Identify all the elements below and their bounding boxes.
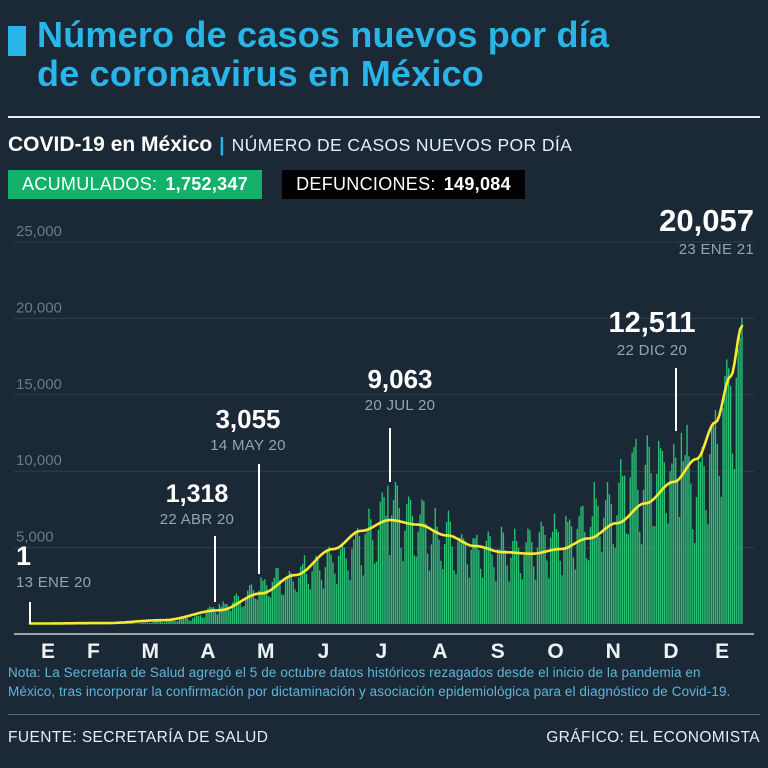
footer-credit: GRÁFICO: EL ECONOMISTA xyxy=(546,729,760,746)
subtitle-separator: | xyxy=(219,135,225,156)
badge-accumulated: ACUMULADOS: 1,752,347 xyxy=(8,170,263,199)
month-label: M xyxy=(141,640,159,662)
note-text: Nota: La Secretaría de Salud agregó el 5… xyxy=(8,665,731,700)
footer-source: FUENTE: SECRETARÍA DE SALUD xyxy=(8,729,269,746)
y-axis-labels: 5,000 10,000 15,000 20,000 25,000 xyxy=(16,223,62,546)
deaths-label: DEFUNCIONES: xyxy=(296,174,436,194)
annotation-date: 22 ABR 20 xyxy=(159,510,235,528)
accumulated-label: ACUMULADOS: xyxy=(22,174,158,194)
annotation-peak: 20,057 23 ENE 21 xyxy=(659,203,754,258)
annotation-date: 20 JUL 20 xyxy=(364,396,436,414)
annotation-value: 20,057 xyxy=(659,203,754,238)
annotation-14-may: 3,055 14 MAY 20 xyxy=(168,404,328,454)
annotation-date: 23 ENE 21 xyxy=(678,240,754,258)
badge-deaths: DEFUNCIONES: 149,084 xyxy=(282,170,525,199)
month-label: E xyxy=(41,640,55,662)
y-tick-label: 10,000 xyxy=(16,452,62,469)
annotation-value: 9,063 xyxy=(367,364,433,394)
annotation-date: 22 DIC 20 xyxy=(616,341,688,359)
stat-badges: ACUMULADOS: 1,752,347 DEFUNCIONES: 149,0… xyxy=(8,170,525,199)
page-title-line1: Número de casos nuevos por día xyxy=(37,14,610,55)
chart-subtitle: COVID-19 en México | NÚMERO DE CASOS NUEVO… xyxy=(8,133,760,157)
month-label: S xyxy=(491,640,505,662)
y-tick-label: 5,000 xyxy=(16,529,54,546)
chart-canvas: 5,000 10,000 15,000 20,000 25,000 E F M A M J J A S O N… xyxy=(14,223,754,662)
month-label: A xyxy=(432,640,447,662)
chart: 5,000 10,000 15,000 20,000 25,000 E F M A M J J A S O N… xyxy=(0,200,768,662)
footer: FUENTE: SECRETARÍA DE SALUD GRÁFICO: EL … xyxy=(8,729,760,747)
footer-divider xyxy=(8,714,760,715)
accumulated-value: 1,752,347 xyxy=(165,174,249,194)
annotation-value: 3,055 xyxy=(215,404,281,434)
deaths-value: 149,084 xyxy=(443,174,511,194)
page-title: Número de casos nuevos por día de corona… xyxy=(37,15,737,93)
trend-line xyxy=(28,324,744,625)
y-tick-label: 25,000 xyxy=(16,223,62,240)
y-tick-label: 15,000 xyxy=(16,376,62,393)
month-label: A xyxy=(200,640,215,662)
month-label: M xyxy=(257,640,275,662)
page-title-line2: de coronavirus en México xyxy=(37,53,484,94)
annotation-date: 13 ENE 20 xyxy=(16,573,92,591)
annotation-22-dic: 12,511 22 DIC 20 xyxy=(572,308,732,359)
annotation-date: 14 MAY 20 xyxy=(210,436,286,454)
annotation-22-abr: 1,318 22 ABR 20 xyxy=(117,481,277,527)
month-label: D xyxy=(663,640,678,662)
month-label: E xyxy=(715,640,729,662)
annotation-value: 12,511 xyxy=(608,307,696,339)
subtitle-bold: COVID-19 en México xyxy=(8,133,213,156)
y-tick-label: 20,000 xyxy=(16,299,62,316)
month-label: J xyxy=(318,640,330,662)
annotation-20-jul: 9,063 20 JUL 20 xyxy=(320,364,480,414)
annotation-first-case: 1 13 ENE 20 xyxy=(16,542,91,591)
month-label: O xyxy=(547,640,563,662)
subtitle-rest: NÚMERO DE CASOS NUEVOS POR DÍA xyxy=(231,135,573,155)
annotation-value: 1 xyxy=(16,541,32,571)
header-divider xyxy=(8,116,760,118)
month-label: N xyxy=(606,640,621,662)
month-label: J xyxy=(375,640,387,662)
month-label: F xyxy=(87,640,100,662)
accent-square xyxy=(8,26,26,56)
bars-group xyxy=(114,317,743,624)
leader-lines xyxy=(29,368,677,624)
annotation-value: 1,318 xyxy=(165,480,229,508)
